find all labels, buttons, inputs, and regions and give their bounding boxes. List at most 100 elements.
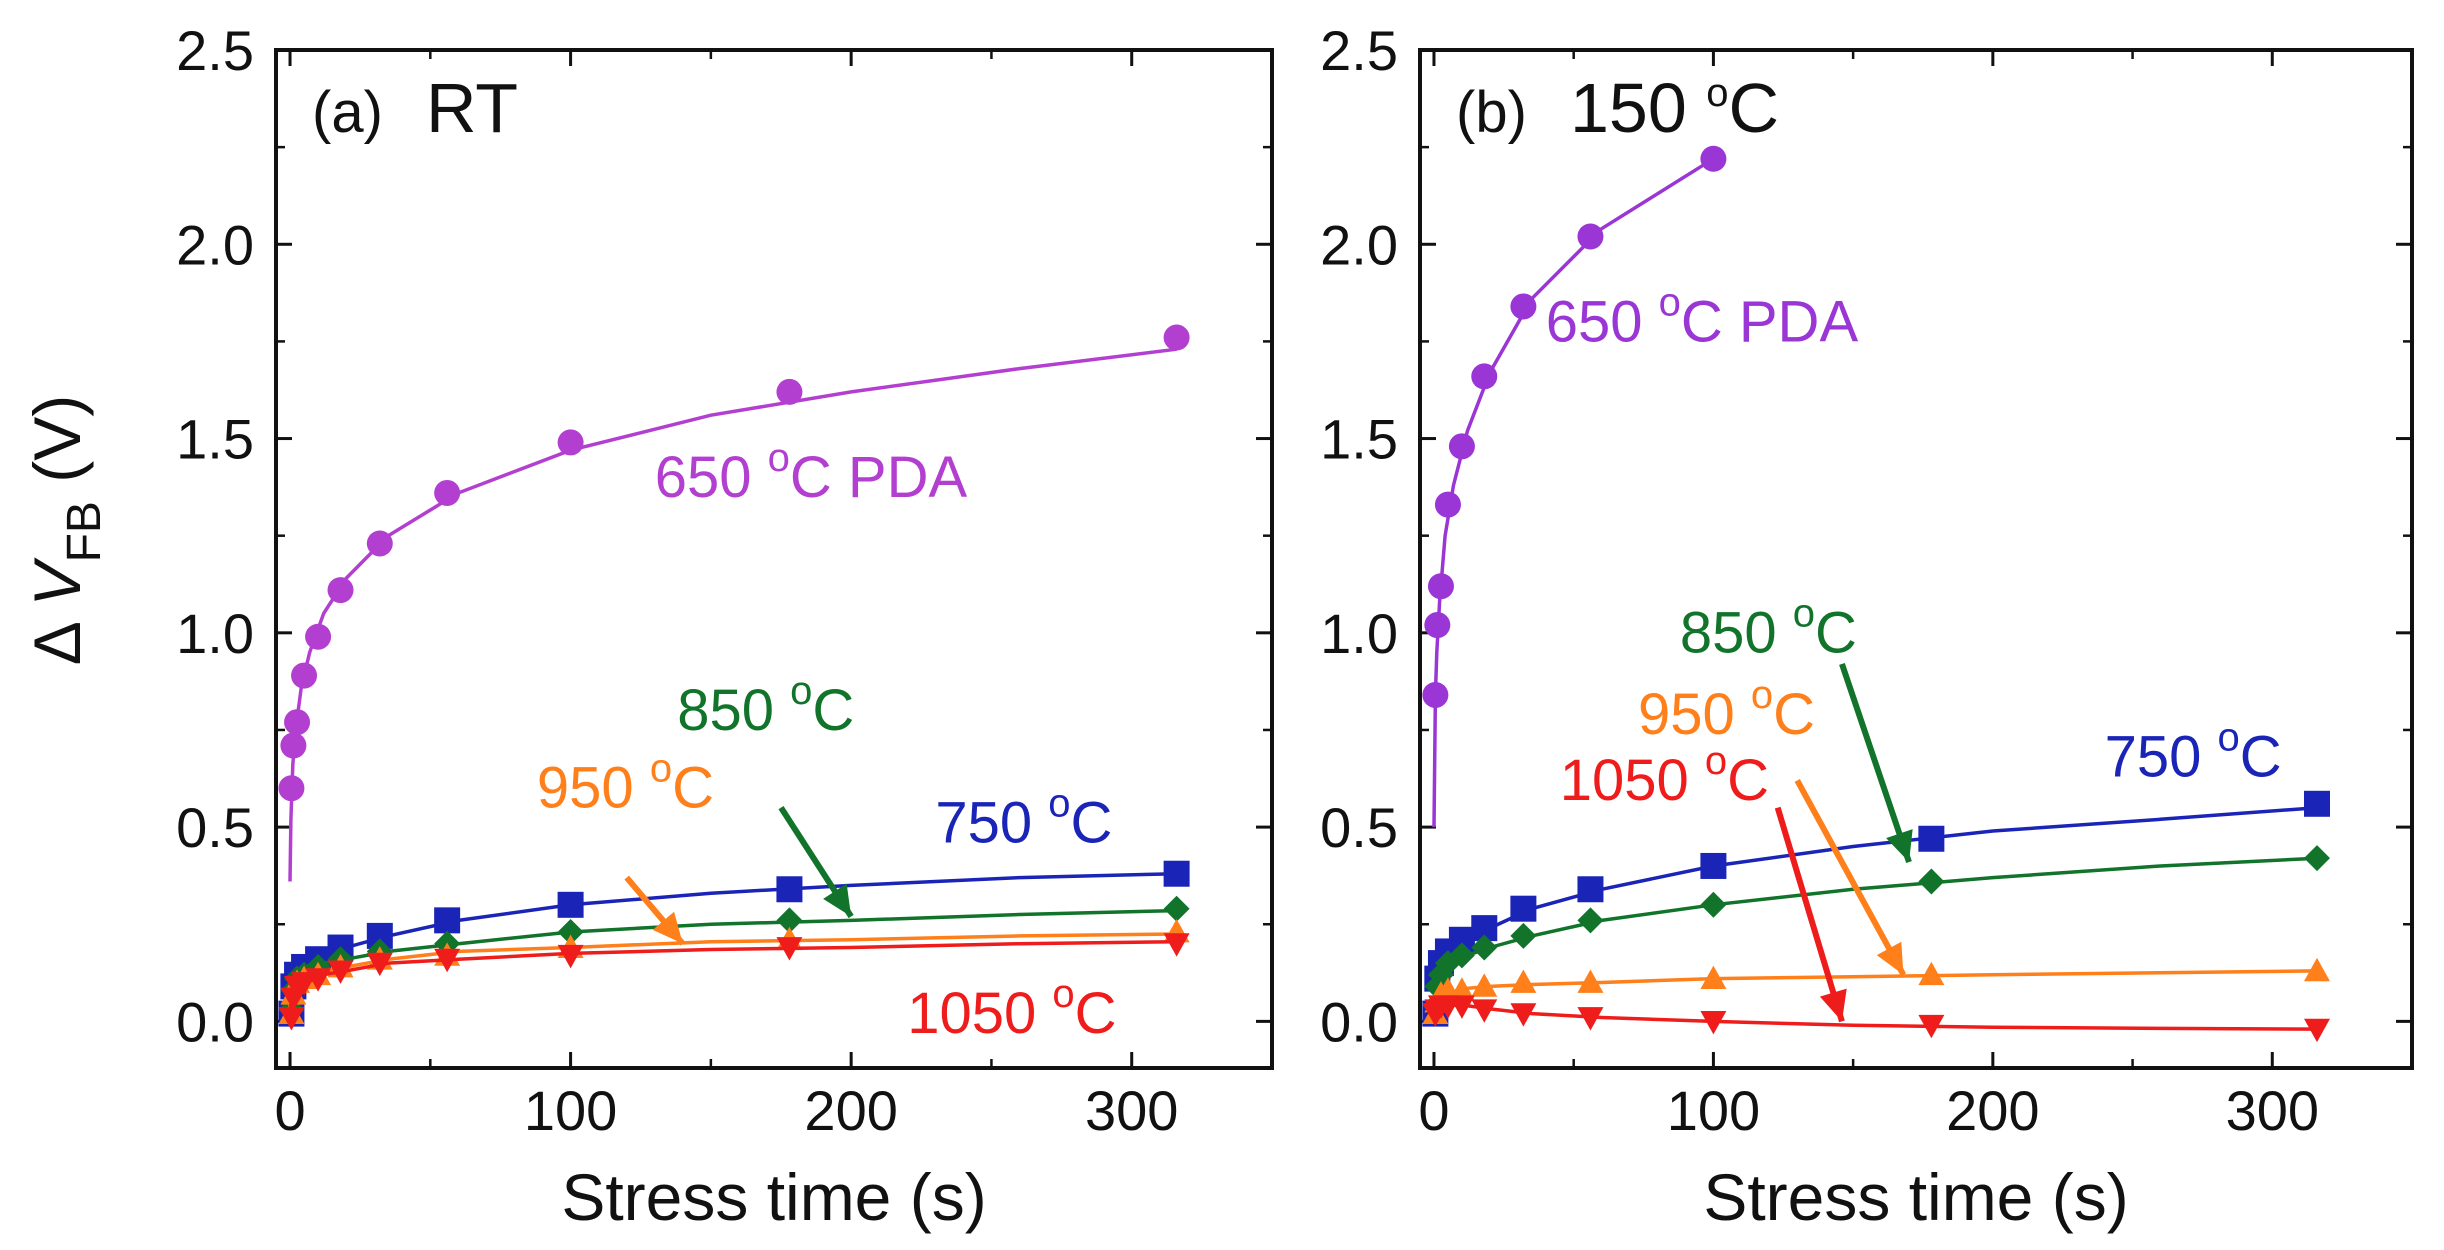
data-point-pda650 [434, 479, 461, 506]
data-point-t850 [2303, 845, 2330, 872]
data-point-t1050 [1700, 1010, 1727, 1035]
series-pda650 [1422, 145, 1727, 828]
series-label-t950: 950 oC [1638, 673, 1815, 747]
data-point-t1050 [1448, 995, 1475, 1019]
data-point-t1050 [557, 944, 584, 969]
data-point-t850 [1700, 891, 1727, 918]
y-tick-label: 2.5 [1320, 19, 1398, 82]
arrow-head-t850 [823, 883, 852, 917]
data-point-pda650 [1510, 293, 1537, 320]
data-point-t850 [1510, 922, 1537, 949]
series-t1050 [1422, 995, 2330, 1043]
data-point-t950 [1510, 969, 1537, 993]
data-point-t750 [1700, 852, 1727, 879]
data-point-t750 [2303, 790, 2330, 817]
y-tick-label: 2.0 [176, 213, 254, 276]
data-point-t750 [1163, 860, 1190, 887]
y-tick-label: 0.5 [176, 796, 254, 859]
x-tick-label: 100 [524, 1079, 617, 1142]
panel-condition: RT [426, 69, 518, 147]
data-point-pda650 [1434, 491, 1461, 518]
data-point-t750 [776, 876, 803, 903]
series-pda650 [278, 324, 1190, 882]
data-point-t1050 [776, 937, 803, 961]
arrow-shaft-t950 [1794, 779, 1907, 977]
data-point-t850 [1163, 895, 1190, 922]
x-tick-label: 300 [2226, 1079, 2319, 1142]
y-tick-label: 0.5 [1320, 796, 1398, 859]
data-point-t850 [1918, 868, 1945, 895]
data-point-pda650 [1471, 363, 1498, 390]
arrow-head-t1050 [1819, 988, 1847, 1022]
data-point-t850 [1471, 934, 1498, 961]
series-label-t1050: 1050 oC [1560, 739, 1769, 813]
data-point-pda650 [1422, 681, 1449, 708]
data-point-t950 [1918, 961, 1945, 986]
data-point-t1050 [1918, 1014, 1945, 1039]
data-point-t1050 [1510, 1003, 1537, 1027]
arrow-head-t950 [652, 911, 683, 944]
data-point-t850 [776, 907, 803, 934]
data-point-pda650 [1163, 324, 1190, 351]
y-tick-label: 2.5 [176, 19, 254, 82]
y-axis-title: Δ VFB (V) [20, 395, 111, 665]
data-point-t950 [1700, 965, 1727, 990]
x-axis-title: Stress time (s) [1703, 1160, 2128, 1234]
panel-a: 0 100 200 300 0.0 0.5 1.0 1.5 2.0 2.5 Stress time … [176, 19, 1274, 1234]
fit-line-pda650 [1432, 157, 1715, 828]
fit-line-t950 [1432, 969, 2318, 1011]
x-tick-label: 200 [804, 1079, 897, 1142]
x-axis-title: Stress time (s) [561, 1160, 986, 1234]
data-point-pda650 [1448, 433, 1475, 460]
panel-label: (a) [312, 80, 383, 145]
data-point-t1050 [1577, 1007, 1604, 1031]
series-label-t750: 750 oC [2105, 716, 2282, 790]
data-point-t750 [1510, 895, 1537, 922]
data-point-pda650 [327, 577, 354, 604]
data-point-pda650 [776, 378, 803, 405]
y-tick-label: 1.0 [176, 602, 254, 665]
series-t1050 [278, 933, 1190, 1031]
series-label-t1050: 1050 oC [907, 972, 1116, 1046]
data-point-t1050 [366, 952, 393, 977]
data-point-pda650 [291, 662, 318, 689]
y-tick-label: 1.0 [1320, 602, 1398, 665]
data-point-t950 [1471, 973, 1498, 997]
x-tick-label: 100 [1667, 1079, 1760, 1142]
data-point-pda650 [305, 623, 332, 650]
data-point-t950 [1448, 977, 1475, 1001]
panel-condition: 150 oC [1570, 69, 1779, 147]
data-point-t850 [1448, 942, 1475, 969]
panel-label: (b) [1456, 80, 1527, 145]
series-label-pda650: 650 oC PDA [655, 436, 968, 510]
data-point-pda650 [278, 775, 305, 802]
data-point-pda650 [557, 429, 584, 456]
fit-line-t750 [1432, 805, 2318, 991]
data-point-pda650 [1700, 145, 1727, 172]
y-tick-label: 0.0 [176, 990, 254, 1053]
data-point-pda650 [1427, 573, 1454, 600]
series-label-t850: 850 oC [677, 669, 854, 743]
data-point-t1050 [1163, 933, 1190, 957]
data-point-pda650 [1577, 223, 1604, 250]
data-point-pda650 [1424, 612, 1451, 639]
arrow-head-t850 [1886, 829, 1913, 863]
data-point-t1050 [1471, 999, 1498, 1023]
data-point-t1050 [327, 960, 354, 984]
x-tick-label: 300 [1085, 1079, 1178, 1142]
data-point-t1050 [278, 1007, 305, 1031]
plot-frame [1418, 48, 2414, 1070]
arrow-shaft-t1050 [1774, 806, 1845, 1023]
data-point-t850 [1577, 907, 1604, 934]
series-t850 [1422, 845, 2330, 1019]
series-label-t750: 750 oC [935, 782, 1112, 856]
data-point-pda650 [280, 732, 307, 759]
data-point-t750 [1577, 876, 1604, 903]
data-point-t1050 [434, 948, 461, 973]
x-tick-label: 0 [274, 1079, 305, 1142]
y-tick-label: 0.0 [1320, 990, 1398, 1053]
data-point-t750 [434, 907, 461, 934]
series-label-t850: 850 oC [1680, 591, 1857, 665]
data-point-t750 [1918, 825, 1945, 852]
